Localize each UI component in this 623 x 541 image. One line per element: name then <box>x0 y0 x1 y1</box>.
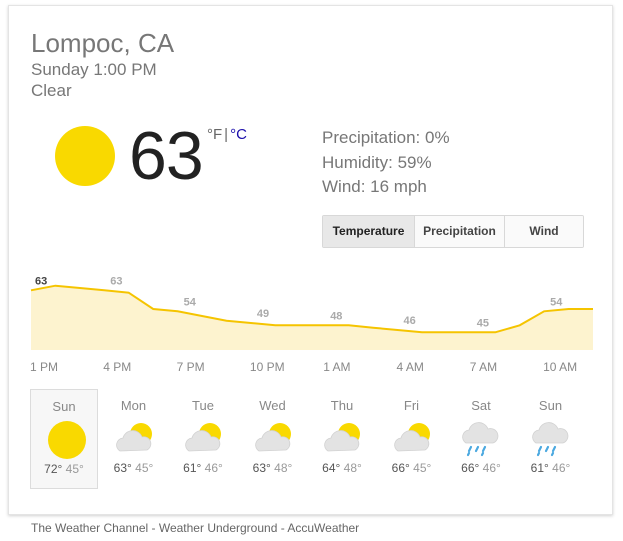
temperature-value-label: 63 <box>110 275 122 287</box>
day-name: Sun <box>538 398 563 413</box>
weather-card: Lompoc, CA Sunday 1:00 PM Clear 63 °F | °C… <box>8 5 613 515</box>
low-temp: 45° <box>413 461 432 475</box>
high-temp: 66° <box>461 461 480 475</box>
day-name: Thu <box>330 398 354 413</box>
low-temp: 46° <box>204 461 223 475</box>
temperature-value-label: 48 <box>330 310 342 322</box>
low-temp: 48° <box>274 461 293 475</box>
sun-icon <box>55 126 115 186</box>
day-forecast[interactable]: Sat 66° 46° <box>447 389 515 489</box>
low-temp: 45° <box>135 461 154 475</box>
temperature-chart-svg: 63 63 54 49 48 46 45 54 <box>30 275 593 350</box>
day-forecast[interactable]: Mon 63° 45° <box>100 389 168 489</box>
temperature-value-label: 45 <box>477 317 489 329</box>
temperature-value-label: 46 <box>404 315 416 327</box>
high-temp: 63° <box>252 461 271 475</box>
day-name: Mon <box>120 398 147 413</box>
time-tick-label: 7 AM <box>469 360 498 374</box>
day-forecast[interactable]: Thu 64° 48° <box>308 389 376 489</box>
day-temperatures: 61° 46° <box>517 460 585 476</box>
day-forecast[interactable]: Sun 72° 45° <box>30 389 98 489</box>
time-tick-label: 4 PM <box>103 360 132 374</box>
day-forecast[interactable]: Sun 61° 46° <box>517 389 585 489</box>
time-tick-label: 7 PM <box>176 360 205 374</box>
day-forecast[interactable]: Tue 61° 46° <box>169 389 237 489</box>
day-temperatures: 66° 46° <box>447 460 515 476</box>
weather-details: Precipitation: 0% Humidity: 59% Wind: 16… <box>322 126 450 200</box>
temperature-line <box>30 284 593 334</box>
rain-icon <box>461 419 505 459</box>
temperature-chart: 63 63 54 49 48 46 45 54 <box>9 268 612 352</box>
temperature-value-label: 49 <box>257 308 269 320</box>
temperature-value-label: 54 <box>550 296 563 308</box>
time-tick-label: 1 PM <box>30 360 59 374</box>
day-name: Sat <box>471 398 491 413</box>
daily-forecast: Sun 72° 45° Mon 63° 45° Tue 61° 46° Wed 63° … <box>30 389 590 489</box>
day-name: Tue <box>192 398 214 413</box>
low-temp: 46° <box>552 461 571 475</box>
rain-icon <box>531 419 575 459</box>
low-temp: 46° <box>482 461 501 475</box>
partly-cloudy-icon <box>322 419 366 459</box>
day-forecast[interactable]: Wed 63° 48° <box>239 389 307 489</box>
partly-cloudy-icon <box>392 419 436 459</box>
tab-wind[interactable]: Wind <box>505 216 583 247</box>
low-temp: 45° <box>65 462 84 476</box>
temperature-value-label: 54 <box>184 296 197 308</box>
datetime-label: Sunday 1:00 PM <box>31 60 157 79</box>
chart-tabs: Temperature Precipitation Wind <box>322 215 584 248</box>
day-temperatures: 66° 45° <box>378 460 446 476</box>
tab-precipitation[interactable]: Precipitation <box>415 216 505 247</box>
unit-switcher: °F | °C <box>207 126 247 144</box>
day-temperatures: 64° 48° <box>308 460 376 476</box>
time-tick-label: 10 PM <box>249 360 285 374</box>
humidity-detail: Humidity: 59% <box>322 152 432 172</box>
day-temperatures: 63° 48° <box>239 460 307 476</box>
current-temperature: 63 <box>129 118 204 194</box>
day-temperatures: 61° 46° <box>169 460 237 476</box>
time-tick-label: 4 AM <box>396 360 424 374</box>
wind-detail: Wind: 16 mph <box>322 177 427 196</box>
low-temp: 48° <box>343 461 362 475</box>
day-name: Sun <box>52 399 76 414</box>
condition-label: Clear <box>31 81 72 100</box>
high-temp: 72° <box>44 462 63 476</box>
partly-cloudy-icon <box>114 419 158 459</box>
high-temp: 61° <box>530 461 549 475</box>
high-temp: 61° <box>183 461 202 475</box>
day-temperatures: 63° 45° <box>100 460 168 476</box>
high-temp: 63° <box>113 461 132 475</box>
unit-separator: | <box>224 126 229 143</box>
tab-temperature[interactable]: Temperature <box>323 216 415 247</box>
sun-icon <box>45 420 89 460</box>
time-tick-label: 1 AM <box>323 360 351 374</box>
partly-cloudy-icon <box>253 419 297 459</box>
location-title: Lompoc, CA <box>31 28 175 58</box>
time-tick-label: 10 AM <box>543 360 578 374</box>
weather-sources[interactable]: The Weather Channel - Weather Undergroun… <box>31 521 360 535</box>
celsius-link[interactable]: °C <box>230 126 247 143</box>
fahrenheit-unit[interactable]: °F <box>207 126 223 143</box>
partly-cloudy-icon <box>183 419 227 459</box>
high-temp: 64° <box>322 461 341 475</box>
high-temp: 66° <box>391 461 410 475</box>
day-forecast[interactable]: Fri 66° 45° <box>378 389 446 489</box>
temperature-area <box>31 285 593 350</box>
day-name: Wed <box>259 398 286 413</box>
precipitation-detail: Precipitation: 0% <box>322 128 450 147</box>
temperature-value-label: 63 <box>35 275 47 287</box>
day-name: Fri <box>403 398 420 413</box>
time-axis: 1 PM 4 PM 7 PM 10 PM 1 AM 4 AM 7 AM 10 AM <box>9 360 612 376</box>
day-temperatures: 72° 45° <box>31 461 97 477</box>
